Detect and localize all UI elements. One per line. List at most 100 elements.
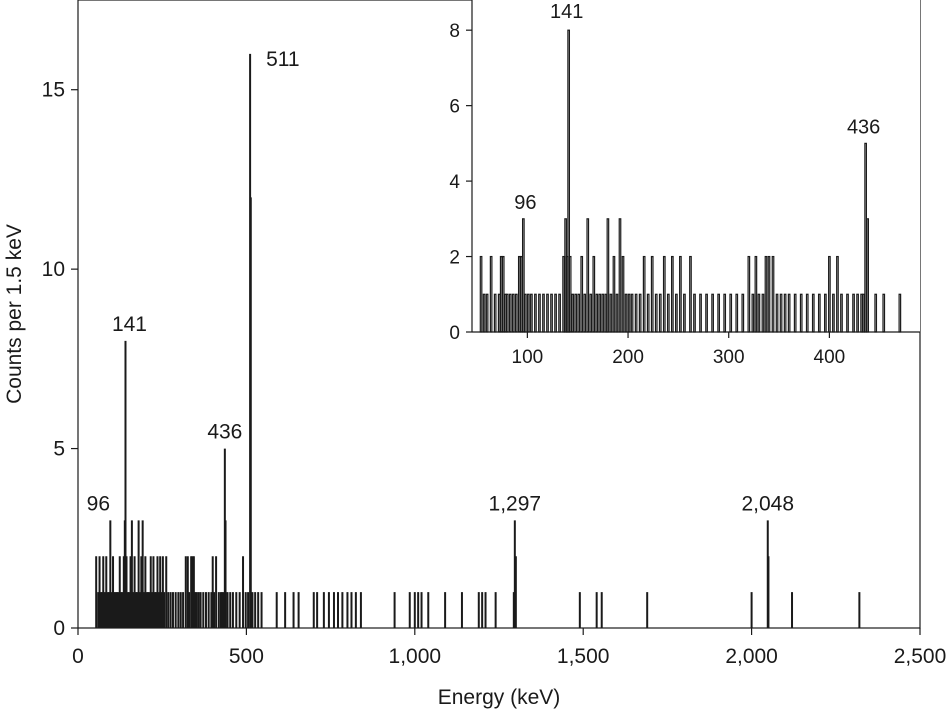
inset-y-tick-label-2: 4 bbox=[449, 172, 460, 193]
inset-bin-58 bbox=[658, 293, 662, 333]
inset-bin-44 bbox=[609, 293, 613, 333]
inset-bin-18 bbox=[530, 293, 533, 333]
inset-bin-94 bbox=[832, 293, 835, 333]
inset-bin-95 bbox=[836, 255, 839, 333]
inset-bin-13 bbox=[517, 255, 521, 333]
inset-bin-83 bbox=[775, 293, 779, 333]
main-spectrum-bins bbox=[95, 53, 861, 628]
main-x-axis-ticks: 0 500 1,000 1,500 2,000 2,500 bbox=[72, 628, 946, 668]
inset-bin-93 bbox=[828, 255, 831, 333]
inset-bin-88 bbox=[799, 293, 803, 333]
inset-bin-37 bbox=[589, 293, 593, 333]
inset-bin-9 bbox=[505, 293, 509, 333]
inset-bin-70 bbox=[717, 293, 721, 333]
main-peak-label-3: 511 bbox=[266, 48, 299, 71]
inset-peak-label-2: 436 bbox=[847, 116, 880, 138]
inset-y-axis-ticks: 0 2 4 6 8 bbox=[449, 21, 472, 344]
inset-peak-label-0: 96 bbox=[514, 192, 536, 214]
inset-bin-105 bbox=[882, 293, 886, 333]
inset-bin-8 bbox=[503, 293, 507, 333]
inset-bin-47 bbox=[618, 218, 622, 333]
inset-bin-90 bbox=[811, 293, 815, 333]
main-x-tick-label-3: 1,500 bbox=[557, 645, 610, 668]
inset-y-tick-label-0: 0 bbox=[449, 323, 460, 344]
inset-bin-92 bbox=[824, 293, 827, 333]
inset-bin-56 bbox=[650, 255, 654, 333]
main-y-tick-label-0: 0 bbox=[53, 617, 65, 640]
inset-bin-41 bbox=[601, 293, 605, 333]
inset-bin-50 bbox=[627, 293, 631, 333]
inset-bin-102 bbox=[864, 142, 867, 333]
inset-bin-82 bbox=[771, 255, 775, 333]
inset-bin-68 bbox=[705, 293, 708, 333]
inset-bin-36 bbox=[586, 218, 590, 333]
inset-bin-6 bbox=[499, 255, 503, 333]
inset-bin-33 bbox=[577, 293, 581, 333]
inset-bin-51 bbox=[630, 293, 634, 333]
main-peak-label-2: 436 bbox=[207, 421, 242, 444]
inset-bin-71 bbox=[723, 293, 727, 333]
inset-bin-85 bbox=[783, 293, 787, 333]
inset-bin-104 bbox=[874, 293, 878, 333]
y-axis-label: Counts per 1.5 keV bbox=[3, 224, 26, 404]
main-x-tick-label-5: 2,500 bbox=[894, 645, 946, 668]
main-spectrum-plot: 0 500 1,000 1,500 2,000 2,500 0 5 10 15 96 141 436… bbox=[3, 0, 946, 709]
inset-bin-31 bbox=[571, 293, 575, 333]
inset-bin-67 bbox=[699, 293, 702, 333]
inset-bin-81 bbox=[767, 255, 771, 333]
inset-bin-45 bbox=[612, 255, 616, 333]
inset-bin-10 bbox=[508, 293, 512, 333]
inset-y-tick-label-3: 6 bbox=[449, 97, 460, 118]
main-x-tick-label-1: 500 bbox=[229, 645, 264, 668]
main-peak-labels: 96 141 436 511 1,297 2,048 bbox=[87, 48, 794, 516]
main-x-tick-label-0: 0 bbox=[72, 645, 84, 668]
main-x-tick-label-4: 2,000 bbox=[725, 645, 778, 668]
inset-y-tick-label-1: 2 bbox=[449, 248, 460, 269]
inset-bin-98 bbox=[852, 293, 855, 333]
inset-bin-34 bbox=[580, 255, 584, 333]
inset-background bbox=[472, 0, 920, 332]
inset-bin-42 bbox=[604, 293, 608, 333]
inset-bin-55 bbox=[646, 293, 650, 333]
inset-bin-69 bbox=[711, 293, 714, 333]
inset-bin-7 bbox=[501, 255, 505, 333]
main-peak-label-4: 1,297 bbox=[489, 492, 542, 515]
inset-bin-99 bbox=[856, 293, 859, 333]
inset-bin-20 bbox=[538, 293, 541, 333]
inset-bin-97 bbox=[846, 293, 849, 333]
main-peak-label-5: 2,048 bbox=[741, 492, 794, 515]
inset-bin-40 bbox=[598, 293, 602, 333]
inset-bin-65 bbox=[689, 255, 692, 333]
main-y-tick-label-2: 10 bbox=[42, 258, 65, 281]
inset-bin-96 bbox=[840, 293, 843, 333]
inset-bin-76 bbox=[751, 293, 755, 333]
inset-bin-14 bbox=[519, 255, 523, 333]
inset-bin-57 bbox=[654, 293, 658, 333]
inset-bin-2 bbox=[485, 293, 489, 333]
inset-x-tick-label-3: 400 bbox=[814, 347, 846, 368]
inset-x-axis-ticks: 100 200 300 400 bbox=[512, 332, 846, 368]
inset-bin-0 bbox=[479, 255, 483, 333]
inset-bin-1 bbox=[482, 293, 486, 333]
inset-bin-11 bbox=[511, 293, 515, 333]
inset-y-tick-label-4: 8 bbox=[449, 21, 460, 42]
inset-bin-12 bbox=[514, 293, 518, 333]
inset-bin-79 bbox=[761, 293, 765, 333]
inset-bin-23 bbox=[550, 293, 553, 333]
inset-bin-61 bbox=[670, 255, 674, 333]
inset-peak-labels: 96 141 436 bbox=[514, 1, 880, 214]
main-y-axis-ticks: 0 5 10 15 bbox=[42, 79, 78, 640]
inset-bin-84 bbox=[779, 293, 783, 333]
inset-bin-91 bbox=[817, 293, 821, 333]
inset-bin-86 bbox=[787, 293, 791, 333]
inset-bin-87 bbox=[793, 293, 797, 333]
inset-x-tick-label-1: 200 bbox=[612, 347, 644, 368]
inset-bin-66 bbox=[693, 293, 696, 333]
inset-bin-26 bbox=[562, 255, 565, 333]
inset-spectrum-plot: 100 200 300 400 0 2 4 6 8 96 141 436 bbox=[449, 0, 920, 368]
inset-bin-63 bbox=[679, 255, 682, 333]
inset-bin-75 bbox=[747, 255, 751, 333]
inset-bin-5 bbox=[497, 293, 501, 333]
inset-bin-103 bbox=[866, 218, 870, 333]
inset-bin-100 bbox=[860, 293, 863, 333]
